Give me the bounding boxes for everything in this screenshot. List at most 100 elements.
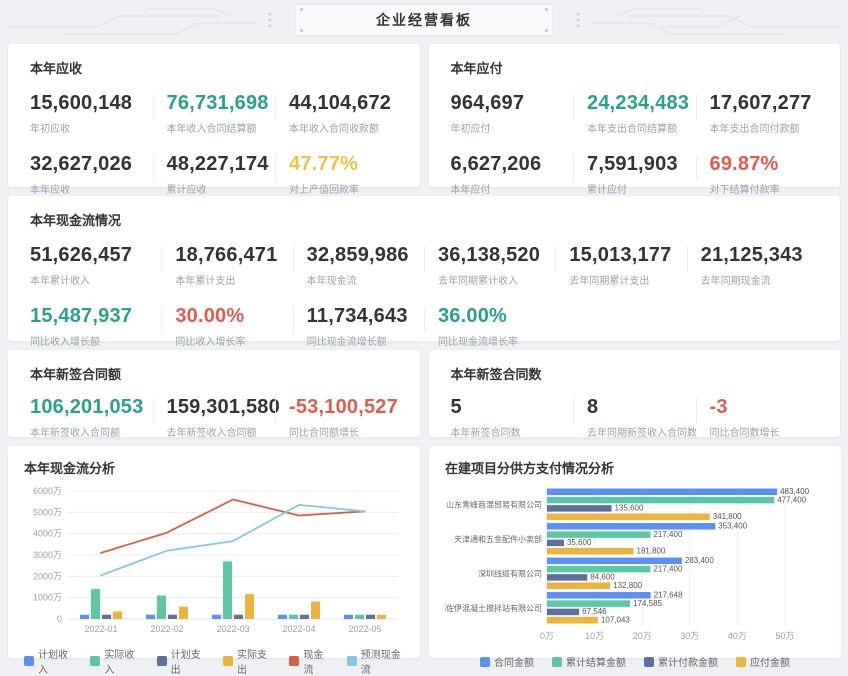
legend-swatch <box>480 656 490 667</box>
stat-item: 15,013,177 去年同期累计支出 <box>555 244 686 287</box>
stat-value: 17,607,277 <box>709 92 812 114</box>
stat-value: 6,627,206 <box>450 153 542 175</box>
legend-swatch <box>644 656 654 667</box>
stat-label: 去年同期新签收入合同数 <box>587 428 697 439</box>
stat-label: 本年收入合同结算额 <box>166 124 257 135</box>
card-contract-amount: 本年新签合同额 106,201,053 本年新签收入合同额 159,301,58… <box>8 350 420 439</box>
stat-label: 年初应付 <box>450 124 491 135</box>
stat-item: 47.77% 对上产值回款率 <box>275 153 398 196</box>
svg-text:5000万: 5000万 <box>33 507 62 517</box>
svg-text:181,800: 181,800 <box>637 546 666 555</box>
chart-legend: 合同金额 累计结算金额 累计付款金额 应付金额 <box>445 654 825 669</box>
stat-item: 15,487,937 同比收入增长额 <box>30 305 161 348</box>
svg-text:10万: 10万 <box>585 631 604 641</box>
legend-item[interactable]: 预测现金流 <box>346 646 404 676</box>
cashflow-analysis-chart: 0 1000万 2000万 3000万 4000万 5000万 6000万 2022-01 20… <box>24 481 404 676</box>
legend-item[interactable]: 计划收入 <box>24 646 72 676</box>
legend-swatch <box>24 656 35 666</box>
stat-value: 69.87% <box>709 153 779 175</box>
svg-text:2022-03: 2022-03 <box>216 624 249 634</box>
stat-label: 同比现金流增长额 <box>306 337 387 348</box>
row-charts: 本年现金流分析 0 1000万 2000万 3000万 4000万 5000万 6000万 2… <box>8 446 841 676</box>
stat-value: 48,227,174 <box>166 153 269 175</box>
stat-value: 76,731,698 <box>166 92 269 114</box>
svg-text:深圳线缆有限公司: 深圳线缆有限公司 <box>478 568 542 578</box>
stat-item: 18,766,471 本年累计支出 <box>161 244 292 287</box>
stats-grid: 15,600,148 年初应收 76,731,698 本年收入合同结算额 44,… <box>30 92 398 196</box>
card-supplier-payment-chart: 在建项目分供方支付情况分析 0万 10万 20万 30万 40万 50万 山东青峰商混贸易有… <box>429 446 841 669</box>
card-title: 本年应付 <box>450 61 503 76</box>
svg-text:2022-02: 2022-02 <box>150 624 183 634</box>
svg-text:84,600: 84,600 <box>590 573 615 582</box>
stat-label: 本年累计收入 <box>30 276 90 287</box>
svg-text:3000万: 3000万 <box>33 550 62 560</box>
svg-text:2022-05: 2022-05 <box>348 624 381 634</box>
stat-item: 106,201,053 本年新签收入合同额 <box>30 396 153 439</box>
legend-item[interactable]: 实际收入 <box>90 646 138 676</box>
stat-item: 30.00% 同比收入增长率 <box>161 305 292 348</box>
corner-dot <box>300 8 303 11</box>
page-title: 企业经营看板 <box>376 12 472 28</box>
stat-item: 11,734,643 同比现金流增长额 <box>292 305 424 348</box>
stat-value: 964,697 <box>450 92 525 114</box>
legend-item[interactable]: 应付金额 <box>736 654 790 669</box>
stat-value: 36,138,520 <box>437 244 541 266</box>
svg-text:35,600: 35,600 <box>567 538 592 547</box>
card-contract-count: 本年新签合同数 5 本年新签合同数 8 去年同期新签收入合同数 -3 同比合同数… <box>428 350 840 439</box>
stat-label: 本年新签合同数 <box>450 428 521 439</box>
legend-label: 实际收入 <box>104 650 135 676</box>
stat-value: 47.77% <box>289 153 359 175</box>
legend-item[interactable]: 计划支出 <box>156 646 205 676</box>
legend-item[interactable]: 累计结算金额 <box>552 654 626 669</box>
stat-value: -3 <box>709 396 728 418</box>
legend-item[interactable]: 累计付款金额 <box>644 654 718 669</box>
page-header: 企业经营看板 <box>8 0 840 40</box>
stat-item: 76,731,698 本年收入合同结算额 <box>152 92 276 135</box>
svg-text:2022-04: 2022-04 <box>282 624 315 634</box>
stat-item: 32,627,026 本年应收 <box>30 153 153 196</box>
stat-label: 本年支出合同结算额 <box>587 124 677 135</box>
stat-value: 32,859,986 <box>306 244 409 266</box>
corner-dot <box>300 29 303 32</box>
svg-text:50万: 50万 <box>775 631 794 641</box>
stat-label: 去年同期现金流 <box>700 276 771 287</box>
svg-text:4000万: 4000万 <box>33 529 62 539</box>
svg-text:135,600: 135,600 <box>615 504 644 513</box>
stat-label: 本年应收 <box>30 185 70 196</box>
svg-text:0万: 0万 <box>540 631 554 641</box>
legend-item[interactable]: 合同金额 <box>480 654 534 669</box>
stat-value: 7,591,903 <box>587 153 678 175</box>
legend-swatch <box>289 656 300 666</box>
card-cashflow: 本年现金流情况 51,626,457 本年累计收入 18,766,471 本年累… <box>8 196 840 348</box>
stat-item: 21,125,343 去年同期现金流 <box>686 244 818 287</box>
card-title: 本年新签合同数 <box>450 367 542 382</box>
svg-text:成都佐伊混凝土搅拌站有限公司: 成都佐伊混凝土搅拌站有限公司 <box>445 603 542 613</box>
svg-text:67,546: 67,546 <box>582 607 607 616</box>
legend-swatch <box>90 656 101 666</box>
stat-item: 159,301,580 去年新签收入合同额 <box>152 396 280 439</box>
stat-label: 累计应付 <box>587 185 627 196</box>
legend-label: 累计结算金额 <box>566 658 626 669</box>
legend-label: 计划支出 <box>170 650 201 676</box>
svg-text:132,800: 132,800 <box>613 581 642 590</box>
stats-grid: 5 本年新签合同数 8 去年同期新签收入合同数 -3 同比合同数增长 <box>451 396 819 439</box>
stat-value: 5 <box>450 396 462 418</box>
legend-label: 合同金额 <box>494 658 534 669</box>
legend-swatch <box>223 656 233 666</box>
card-title: 本年应收 <box>30 61 83 76</box>
stat-label: 同比现金流增长率 <box>437 337 518 348</box>
stat-item: 15,600,148 年初应收 <box>30 92 153 135</box>
svg-text:477,400: 477,400 <box>777 495 806 504</box>
stat-value: 21,125,343 <box>700 244 803 266</box>
legend-item[interactable]: 现金流 <box>289 646 328 676</box>
stat-item: 5 本年新签合同数 <box>451 396 574 439</box>
legend-swatch <box>736 656 746 667</box>
chart-legend: 计划收入 实际收入 计划支出 实际支出 现金流 预测现金流 <box>24 646 404 676</box>
card-title: 本年现金流情况 <box>30 213 122 228</box>
legend-item[interactable]: 实际支出 <box>223 646 271 676</box>
legend-label: 预测现金流 <box>360 650 401 676</box>
stat-value: 51,626,457 <box>30 244 133 266</box>
stat-value: 24,234,483 <box>587 92 690 114</box>
svg-text:283,400: 283,400 <box>685 556 714 565</box>
